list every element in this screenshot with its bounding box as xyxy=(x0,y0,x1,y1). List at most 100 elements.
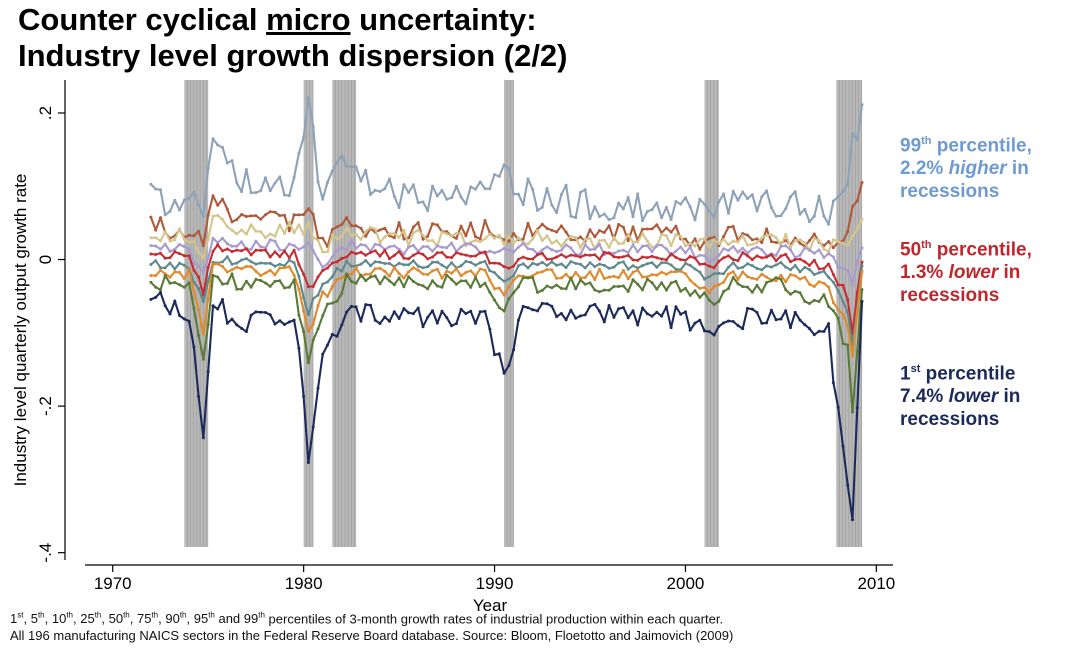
data-point xyxy=(340,256,344,260)
data-point xyxy=(674,267,678,271)
data-point xyxy=(669,326,673,330)
data-point xyxy=(311,322,315,326)
data-point xyxy=(617,223,621,226)
data-point xyxy=(149,297,153,301)
data-point xyxy=(431,249,434,253)
data-point xyxy=(808,268,811,272)
data-point xyxy=(383,248,387,252)
data-point xyxy=(536,253,539,257)
data-point xyxy=(359,250,363,254)
data-point xyxy=(789,326,792,330)
data-point xyxy=(278,223,282,227)
data-point xyxy=(206,296,210,300)
data-point xyxy=(249,265,253,269)
data-point xyxy=(550,203,554,207)
data-point xyxy=(488,269,492,273)
data-point xyxy=(221,146,224,149)
data-point xyxy=(383,269,387,273)
data-point xyxy=(612,315,616,319)
data-point xyxy=(669,244,673,248)
data-point xyxy=(598,229,601,233)
data-point xyxy=(846,182,850,186)
data-point xyxy=(364,244,368,248)
data-point xyxy=(497,249,501,253)
data-point xyxy=(507,166,511,170)
data-point xyxy=(464,234,468,238)
data-point xyxy=(178,270,181,274)
footnote-percentile-number: 50 xyxy=(108,611,124,627)
data-point xyxy=(602,250,606,254)
data-point xyxy=(798,241,802,245)
data-point xyxy=(746,275,749,279)
data-point xyxy=(736,250,740,254)
data-point xyxy=(264,246,267,250)
data-point xyxy=(497,306,501,310)
data-point xyxy=(684,251,687,255)
data-point xyxy=(717,259,721,263)
data-point xyxy=(407,245,411,249)
data-point xyxy=(664,261,668,265)
data-point xyxy=(402,285,406,289)
data-point xyxy=(521,203,525,207)
data-point xyxy=(292,213,296,217)
data-point xyxy=(598,243,601,246)
data-point xyxy=(803,323,807,327)
data-point xyxy=(388,319,391,323)
data-point xyxy=(388,279,391,283)
data-point xyxy=(583,243,587,247)
data-point xyxy=(789,248,792,252)
data-point xyxy=(240,213,244,216)
data-point xyxy=(330,284,334,288)
data-point xyxy=(168,312,172,316)
data-point xyxy=(579,190,582,194)
data-point xyxy=(459,252,463,256)
data-point xyxy=(249,214,253,218)
data-point xyxy=(235,232,239,236)
data-point xyxy=(249,223,253,227)
annotation-1st-percentile: 1st percentile 7.4% lower in recessions xyxy=(900,363,1021,431)
data-point xyxy=(798,318,802,322)
data-point xyxy=(416,268,420,272)
data-point xyxy=(345,216,349,220)
data-point xyxy=(831,381,835,385)
data-point xyxy=(569,253,573,257)
data-point xyxy=(726,243,730,247)
data-point xyxy=(283,323,286,326)
data-point xyxy=(664,247,668,251)
data-point xyxy=(698,262,702,266)
data-point xyxy=(335,334,339,338)
data-point xyxy=(831,280,835,284)
data-point xyxy=(664,234,668,238)
data-point xyxy=(168,239,172,243)
footnote-percentile-suffix: th xyxy=(258,611,265,620)
data-point xyxy=(536,263,539,267)
data-point xyxy=(712,266,716,270)
data-point xyxy=(831,273,835,276)
data-point xyxy=(688,278,692,282)
data-point xyxy=(149,182,153,186)
data-point xyxy=(793,310,797,314)
data-point xyxy=(712,303,716,307)
data-point xyxy=(264,311,267,314)
data-point xyxy=(684,272,687,276)
data-point xyxy=(755,237,759,241)
data-point xyxy=(283,213,286,217)
data-point xyxy=(540,239,544,243)
data-point xyxy=(173,238,177,242)
data-point xyxy=(240,326,244,330)
data-point xyxy=(182,317,186,321)
data-point xyxy=(626,290,630,293)
data-point xyxy=(154,259,158,263)
data-point xyxy=(588,261,592,265)
data-point xyxy=(416,251,420,255)
data-point xyxy=(564,230,568,234)
data-point xyxy=(297,263,301,266)
data-point xyxy=(311,212,315,216)
data-point xyxy=(416,201,420,205)
data-point xyxy=(326,266,329,270)
data-point xyxy=(550,260,554,264)
data-point xyxy=(707,298,711,302)
data-point xyxy=(435,260,439,264)
data-point xyxy=(598,257,601,261)
